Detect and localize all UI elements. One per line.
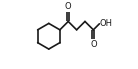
Text: OH: OH — [100, 19, 113, 28]
Text: O: O — [90, 40, 97, 49]
Text: O: O — [65, 2, 72, 11]
